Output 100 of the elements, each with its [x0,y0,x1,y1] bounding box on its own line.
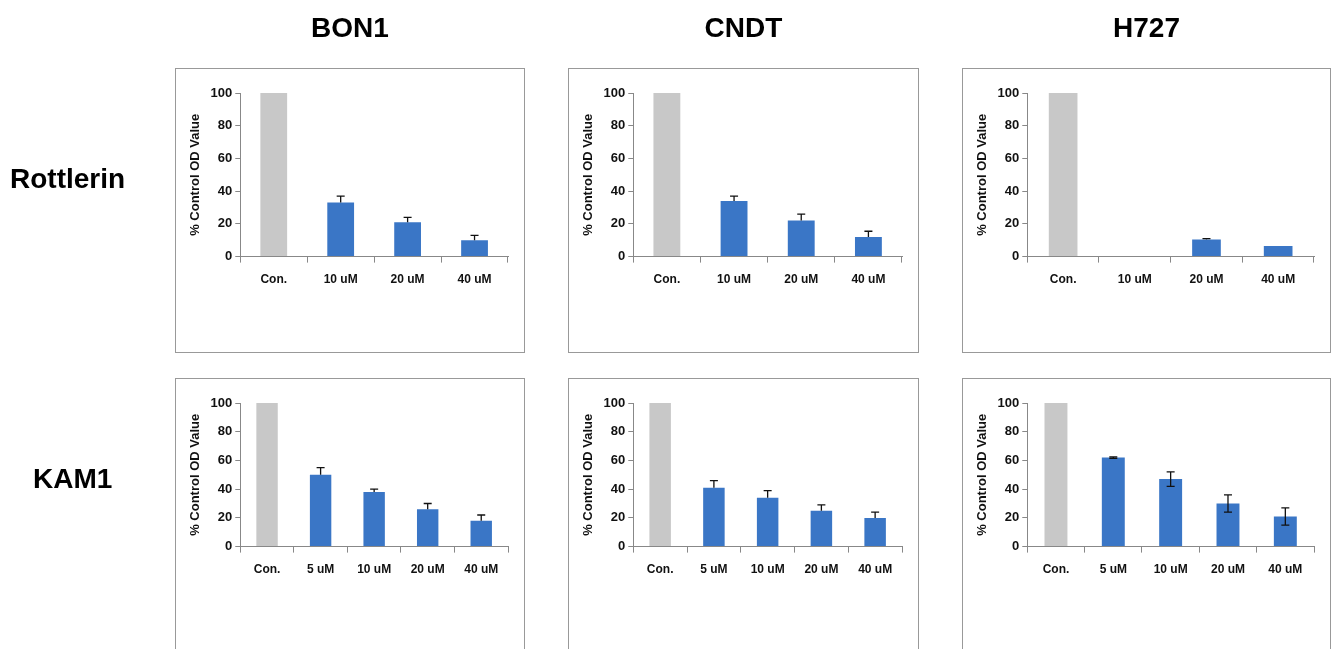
bar [1101,457,1125,547]
y-tick-label: 20 [217,509,233,525]
y-tick-label: 40 [217,182,233,198]
y-tick-label: 80 [1004,423,1020,439]
bar [309,474,332,547]
y-tick-label: 60 [1004,150,1020,166]
x-tick-label: 10 uM [1153,562,1188,577]
x-tick-label: 40 uM [457,272,492,287]
bar [363,492,385,547]
bar [470,520,492,547]
chart-title: CNDT [703,12,784,44]
y-tick-label: 20 [217,215,233,231]
y-tick-label: 80 [217,117,233,133]
y-tick-label: 60 [610,150,626,166]
y-tick-label: 100 [210,84,233,100]
bar [1263,245,1293,257]
x-tick-label: 40 uM [464,562,499,577]
y-tick-label: 100 [997,84,1020,100]
x-tick-label: 20 uM [1210,562,1245,577]
y-tick-label: 80 [217,423,233,439]
y-tick-label: 0 [225,248,233,264]
y-tick-label: 100 [210,394,233,410]
bar [756,497,779,547]
x-tick-label: Con. [253,562,281,577]
text: Rottlerin [10,163,126,195]
x-tick-label: 20 uM [784,272,819,287]
chart-title: H727 [1112,12,1181,44]
bar [394,222,421,257]
x-tick-label: Con. [653,272,681,287]
y-axis-title: % Control OD Value [580,413,596,536]
y-tick-label: 100 [603,394,626,410]
bar [787,220,815,257]
y-tick-label: 20 [610,215,626,231]
x-tick-label: 5 uM [700,562,728,577]
y-tick-label: 0 [618,248,626,264]
text: KAM1 [33,463,113,495]
y-tick-label: 100 [603,84,626,100]
y-tick-label: 40 [610,182,626,198]
x-tick-label: 40 uM [851,272,886,287]
y-axis-title: % Control OD Value [187,113,203,236]
x-tick-label: 20 uM [410,562,445,577]
x-tick-label: 10 uM [357,562,392,577]
y-tick-label: 60 [610,452,626,468]
bar [1273,516,1297,547]
y-tick-label: 0 [225,538,233,554]
x-tick-label: 10 uM [717,272,752,287]
y-tick-label: 20 [1004,509,1020,525]
x-tick-label: 20 uM [804,562,839,577]
bar [1192,239,1221,257]
y-tick-label: 40 [610,480,626,496]
y-axis-title: % Control OD Value [974,113,990,236]
bar [720,200,748,257]
x-tick-label: 20 uM [1189,272,1224,287]
y-tick-label: 40 [217,480,233,496]
bar [260,93,288,257]
y-tick-label: 80 [610,117,626,133]
bar [1044,403,1068,547]
y-axis-title: % Control OD Value [580,113,596,236]
y-tick-label: 0 [1012,248,1020,264]
bar [1048,93,1078,257]
x-tick-label: 5 uM [306,562,335,577]
x-tick-label: 5 uM [1099,562,1127,577]
bar [810,510,833,547]
x-tick-label: Con. [260,272,288,287]
y-tick-label: 40 [1004,480,1020,496]
x-tick-label: Con. [646,562,674,577]
y-tick-label: 0 [618,538,626,554]
y-tick-label: 0 [1012,538,1020,554]
bar [864,517,886,547]
y-tick-label: 40 [1004,182,1020,198]
y-tick-label: 80 [610,423,626,439]
bar [1159,479,1183,547]
bar [461,240,488,257]
bar [649,403,671,547]
x-tick-label: 40 uM [858,562,893,577]
x-tick-label: Con. [1042,562,1070,577]
x-tick-label: 10 uM [323,272,358,287]
bar [854,236,882,257]
y-tick-label: 100 [997,394,1020,410]
x-tick-label: Con. [1049,272,1077,287]
bar [703,487,725,547]
bar [256,403,278,547]
y-tick-label: 80 [1004,117,1020,133]
y-tick-label: 60 [1004,452,1020,468]
bar [653,93,681,257]
bar [416,509,439,547]
x-tick-label: 40 uM [1268,562,1303,577]
y-tick-label: 20 [610,509,626,525]
x-tick-label: 20 uM [390,272,425,287]
y-axis-title: % Control OD Value [187,413,203,536]
y-tick-label: 60 [217,452,233,468]
bar [327,202,355,257]
x-tick-label: 10 uM [750,562,785,577]
x-tick-label: 10 uM [1117,272,1152,287]
bar [1216,503,1240,547]
y-tick-label: 20 [1004,215,1020,231]
chart-title: BON1 [310,12,390,44]
y-axis-title: % Control OD Value [974,413,990,536]
x-tick-label: 40 uM [1261,272,1296,287]
y-tick-label: 60 [217,150,233,166]
